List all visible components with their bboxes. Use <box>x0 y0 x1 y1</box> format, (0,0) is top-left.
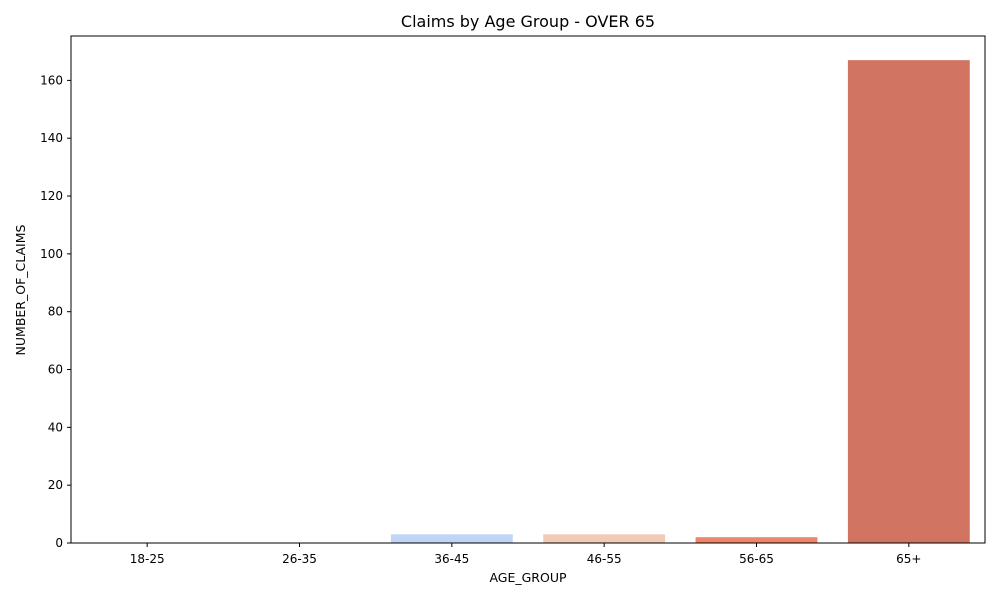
y-tick-label: 140 <box>40 131 63 145</box>
y-tick-label: 100 <box>40 247 63 261</box>
bar-46-55 <box>543 534 666 543</box>
x-tick-label: 46-55 <box>587 552 622 566</box>
x-axis-ticks: 18-25 26-35 36-45 46-55 56-65 65+ <box>130 543 921 566</box>
y-tick-label: 160 <box>40 73 63 87</box>
y-axis-ticks: 0 20 40 60 80 100 120 140 160 <box>40 73 71 550</box>
x-tick-label: 56-65 <box>739 552 774 566</box>
bars-group <box>390 60 970 544</box>
plot-frame <box>70 35 986 544</box>
y-tick-label: 60 <box>48 363 63 377</box>
x-tick-label: 65+ <box>896 552 921 566</box>
y-tick-label: 40 <box>48 420 63 434</box>
y-tick-label: 20 <box>48 478 63 492</box>
x-tick-label: 18-25 <box>130 552 165 566</box>
bar-56-65 <box>695 537 818 543</box>
x-tick-label: 26-35 <box>282 552 317 566</box>
y-tick-label: 80 <box>48 305 63 319</box>
bar-36-45 <box>390 534 513 543</box>
bar-65+ <box>847 60 970 544</box>
x-axis-label: AGE_GROUP <box>489 570 567 585</box>
y-tick-label: 120 <box>40 189 63 203</box>
y-axis-label: NUMBER_OF_CLAIMS <box>13 224 28 355</box>
chart-title: Claims by Age Group - OVER 65 <box>401 12 655 31</box>
x-tick-label: 36-45 <box>434 552 469 566</box>
y-tick-label: 0 <box>55 536 63 550</box>
